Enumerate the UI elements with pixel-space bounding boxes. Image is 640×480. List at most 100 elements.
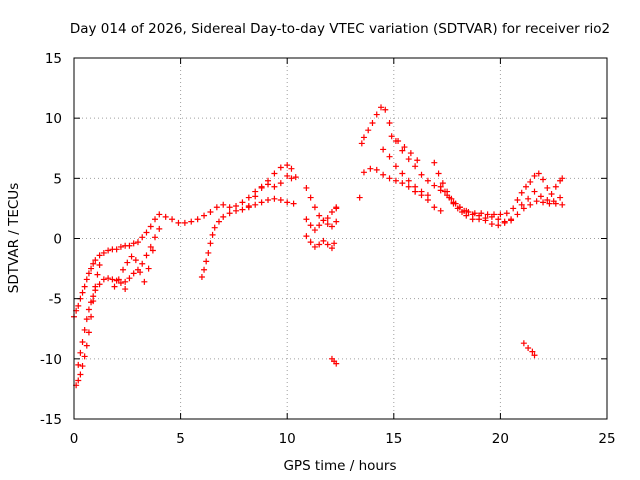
data-point [162,213,169,220]
data-point [392,163,399,170]
data-point [303,233,310,240]
data-point [382,106,389,113]
x-tick-label: 25 [598,431,615,447]
data-point [437,207,444,214]
data-point [90,260,97,267]
y-tick-label: 0 [53,232,62,248]
data-point [122,286,129,293]
data-point [265,181,272,188]
series-13 [388,133,421,164]
data-point [405,177,412,184]
data-point [514,211,521,218]
data-point [380,146,387,153]
data-point [201,212,208,219]
data-point [94,271,101,278]
data-point [418,188,425,195]
data-point [559,175,566,182]
x-axis-label: GPS time / hours [283,458,396,474]
data-point [365,127,372,134]
data-point [471,210,478,217]
y-tick-label: 5 [53,171,62,187]
data-point [495,216,502,223]
data-point [252,201,259,208]
data-point [399,147,406,154]
data-point [311,243,318,250]
data-point [252,193,259,200]
series-1 [75,225,163,368]
data-point [156,225,163,232]
data-point [316,212,323,219]
data-point [145,265,152,272]
data-point [328,245,335,252]
data-point [211,224,218,231]
y-tick-label: -5 [49,292,62,308]
data-point [188,218,195,225]
x-tick-label: 15 [385,431,402,447]
data-point [233,207,240,214]
data-point [303,216,310,223]
data-point [424,177,431,184]
plot-frame [73,57,608,420]
data-point [478,210,485,217]
data-point [399,170,406,177]
data-point [540,199,547,206]
data-point [83,276,90,283]
series-11 [360,165,444,214]
data-point [81,353,88,360]
data-point [435,170,442,177]
data-point [83,316,90,323]
series-7 [303,216,340,234]
data-point [537,193,544,200]
data-point [134,239,141,246]
data-point [152,234,159,241]
data-point [245,203,252,210]
data-point [77,349,84,356]
data-point [220,213,227,220]
data-point [226,210,233,217]
data-point [198,274,205,281]
series-19 [122,188,419,293]
series-9 [328,355,340,367]
data-point [324,215,331,222]
data-point [128,253,135,260]
data-point [360,169,367,176]
x-tick-label: 5 [176,431,185,447]
data-point [109,276,116,283]
series-16 [510,170,566,212]
data-point [169,216,176,223]
data-point [271,170,278,177]
data-point [527,201,534,208]
data-point [226,204,233,211]
data-point [245,194,252,201]
data-point [463,212,470,219]
data-point [141,278,148,285]
data-point [399,180,406,187]
data-point [96,281,103,288]
data-point [239,206,246,213]
data-point [360,134,367,141]
data-point [307,239,314,246]
data-point [117,280,124,287]
data-point [139,234,146,241]
series-4 [198,195,297,281]
data-point [85,270,92,277]
data-point [412,188,419,195]
data-point [132,257,139,264]
y-tick-labels: -15 -10 -5 0 5 10 15 [40,51,62,428]
data-point [277,196,284,203]
data-point [373,166,380,173]
data-point [100,276,107,283]
data-point [488,221,495,228]
data-point [531,352,538,359]
data-point [533,198,540,205]
data-point [137,269,144,276]
data-point [143,229,150,236]
data-point [550,198,557,205]
data-point [503,210,510,217]
data-point [284,162,291,169]
data-point [476,216,483,223]
series-12 [380,146,431,199]
data-point [418,171,425,178]
data-point [147,243,154,250]
data-point [331,240,338,247]
